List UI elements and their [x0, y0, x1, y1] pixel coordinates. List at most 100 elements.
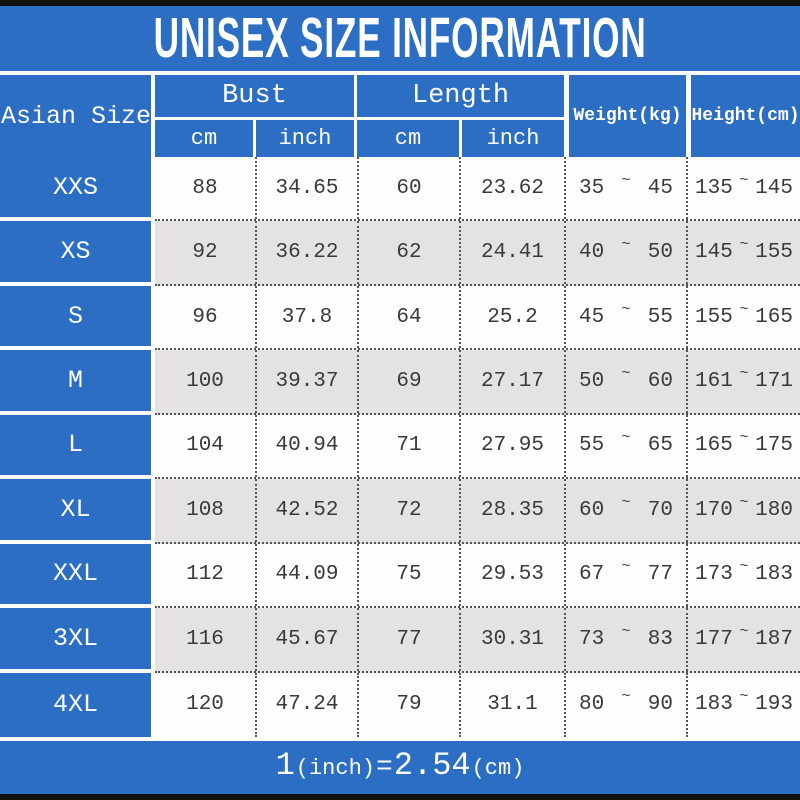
tilde-icon: ~ — [621, 429, 631, 447]
length-cm-value: 75 — [357, 543, 459, 607]
bust-inch-value: 45.67 — [255, 608, 357, 671]
length-cm-value: 71 — [357, 414, 459, 478]
height-range: 145 ~155 — [686, 221, 800, 284]
height-range: 161 ~171 — [686, 350, 800, 413]
length-cm-header: cm — [357, 120, 459, 157]
table-row: 3XL 116 45.67 77 30.31 73 ~83 177 ~187 — [0, 608, 800, 673]
tilde-icon: ~ — [621, 688, 631, 706]
top-black-bar — [0, 0, 800, 6]
tilde-icon: ~ — [739, 688, 749, 706]
length-inch-value: 27.17 — [459, 350, 564, 413]
length-cm-value: 62 — [357, 221, 459, 284]
weight-max-value: 70 — [647, 498, 673, 522]
length-inch-value: 23.62 — [459, 157, 564, 220]
weight-range: 40 ~50 — [564, 221, 686, 284]
weight-min-value: 50 — [579, 370, 605, 394]
bust-cm-value: 108 — [186, 498, 224, 522]
weight-range: 73 ~83 — [564, 608, 686, 671]
row-cells: 108 42.52 72 28.35 60 ~70 170 ~180 — [155, 479, 800, 544]
weight-max-value: 90 — [647, 693, 673, 717]
tilde-icon: ~ — [621, 365, 631, 383]
bust-subheaders: cm inch — [155, 120, 354, 157]
weight-range: 55 ~65 — [564, 414, 686, 478]
row-cells: 116 45.67 77 30.31 73 ~83 177 ~187 — [155, 608, 800, 673]
length-inch-value: 29.53 — [459, 543, 564, 607]
tilde-icon: ~ — [621, 300, 631, 318]
weight-min-value: 45 — [579, 305, 605, 329]
height-min-value: 155 — [695, 305, 733, 329]
bust-inch-header: inch — [253, 120, 354, 157]
conversion-value-inch: 1 — [275, 747, 295, 784]
bust-cm-header: cm — [155, 120, 253, 157]
height-max-value: 145 — [755, 176, 793, 200]
bust-inch-value: 36.22 — [255, 221, 357, 284]
weight-range: 50 ~60 — [564, 350, 686, 413]
height-max-value: 175 — [755, 434, 793, 458]
bust-inch-value: 37.8 — [255, 285, 357, 349]
bust-cm-value: 96 — [192, 305, 218, 329]
size-label: 4XL — [0, 672, 155, 737]
column-header-weight: Weight(kg) — [564, 75, 686, 157]
conversion-unit-cm: (cm) — [471, 756, 525, 781]
tilde-icon: ~ — [621, 558, 631, 576]
tilde-icon: ~ — [621, 171, 631, 189]
table-row: S 96 37.8 64 25.2 45 ~55 155 ~165 — [0, 285, 800, 351]
weight-range: 35 ~45 — [564, 157, 686, 220]
bottom-black-bar — [0, 794, 800, 800]
bust-cm-value: 116 — [186, 627, 224, 651]
weight-min-value: 73 — [579, 627, 605, 651]
height-min-value: 170 — [695, 498, 733, 522]
height-max-value: 155 — [755, 241, 793, 265]
weight-min-value: 55 — [579, 434, 605, 458]
height-max-value: 180 — [755, 498, 793, 522]
tilde-icon: ~ — [739, 171, 749, 189]
size-label: XXS — [0, 157, 155, 222]
height-max-value: 187 — [755, 627, 793, 651]
tilde-icon: ~ — [739, 365, 749, 383]
tilde-icon: ~ — [739, 622, 749, 640]
weight-max-value: 50 — [647, 241, 673, 265]
size-label: M — [0, 350, 155, 415]
tilde-icon: ~ — [739, 558, 749, 576]
title-band: UNISEX SIZE INFORMATION — [0, 6, 800, 71]
bust-group-label: Bust — [155, 75, 354, 120]
divider — [0, 71, 800, 75]
height-max-value: 193 — [755, 693, 793, 717]
length-group-label: Length — [357, 75, 564, 120]
length-cm-value: 64 — [357, 285, 459, 349]
weight-min-value: 67 — [579, 563, 605, 587]
column-group-bust: Bust cm inch — [155, 75, 357, 157]
length-inch-value: 28.35 — [459, 479, 564, 542]
conversion-unit-inch: (inch) — [295, 756, 375, 781]
size-label: L — [0, 414, 155, 480]
conversion-value-cm: 2.54 — [393, 747, 471, 784]
table-row: L 104 40.94 71 27.95 55 ~65 165 ~175 — [0, 414, 800, 480]
weight-min-value: 80 — [579, 693, 605, 717]
length-inch-value: 31.1 — [459, 672, 564, 737]
tilde-icon: ~ — [621, 622, 631, 640]
length-cm-value: 69 — [357, 350, 459, 413]
table-row: XXS 88 34.65 60 23.62 35 ~45 135 ~145 — [0, 157, 800, 222]
weight-max-value: 65 — [647, 434, 673, 458]
weight-min-value: 35 — [579, 176, 605, 200]
tilde-icon: ~ — [739, 236, 749, 254]
table-row: XXL 112 44.09 75 29.53 67 ~77 173 ~183 — [0, 543, 800, 609]
row-cells: 88 34.65 60 23.62 35 ~45 135 ~145 — [155, 157, 800, 222]
table-header: Asian Size Bust cm inch Length cm inch W… — [0, 75, 800, 157]
length-inch-value: 30.31 — [459, 608, 564, 671]
weight-range: 67 ~77 — [564, 543, 686, 607]
table-body: XXS 88 34.65 60 23.62 35 ~45 135 ~145 XS 92 36.22 62… — [0, 157, 800, 737]
bust-inch-value: 34.65 — [255, 157, 357, 220]
height-min-value: 135 — [695, 176, 733, 200]
table-row: XS 92 36.22 62 24.41 40 ~50 145 ~155 — [0, 221, 800, 286]
length-inch-value: 24.41 — [459, 221, 564, 284]
bust-inch-value: 40.94 — [255, 414, 357, 478]
page-title: UNISEX SIZE INFORMATION — [153, 6, 647, 70]
weight-max-value: 60 — [647, 370, 673, 394]
height-min-value: 177 — [695, 627, 733, 651]
bust-inch-value: 42.52 — [255, 479, 357, 542]
height-range: 165 ~175 — [686, 414, 800, 478]
weight-range: 80 ~90 — [564, 672, 686, 737]
row-cells: 100 39.37 69 27.17 50 ~60 161 ~171 — [155, 350, 800, 415]
